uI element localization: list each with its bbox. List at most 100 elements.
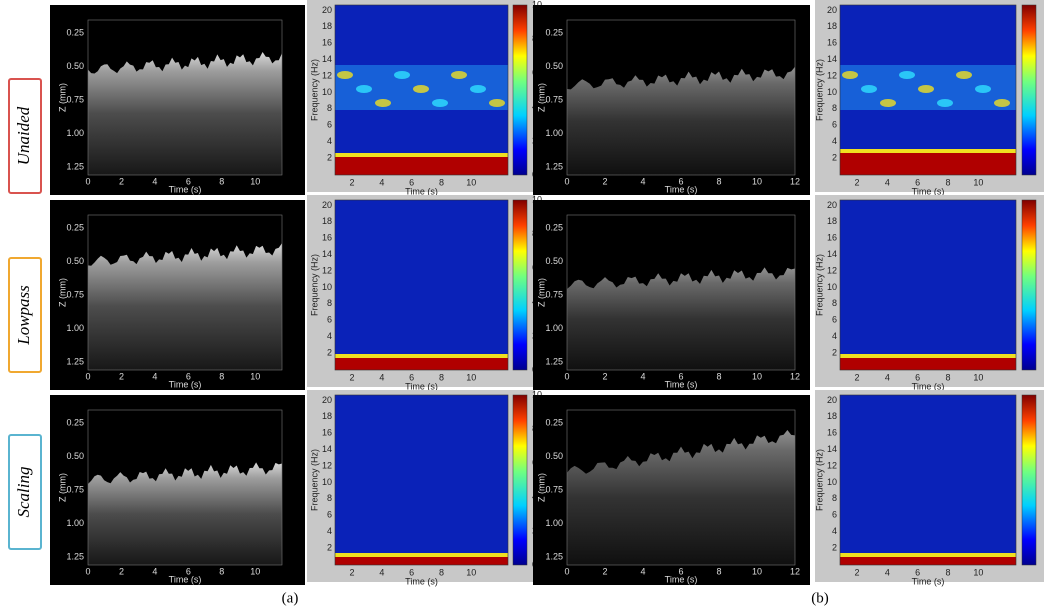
colorbar xyxy=(512,4,528,176)
oct-x-tick: 4 xyxy=(152,566,157,576)
row-label-box xyxy=(8,257,42,373)
oct-x-tick: 8 xyxy=(716,371,721,381)
oct-x-label: Time (s) xyxy=(665,184,698,194)
spectrogram-y-tick: 20 xyxy=(322,5,332,15)
oct-y-label: Z (mm) xyxy=(57,83,67,112)
oct-x-tick: 2 xyxy=(602,566,607,576)
colorbar xyxy=(1021,394,1037,566)
oct-x-label: Time (s) xyxy=(169,379,202,389)
row-label: Unaided xyxy=(14,106,33,165)
oct-y-tick: 1.00 xyxy=(545,128,563,138)
oct-image xyxy=(567,430,795,565)
colorbar xyxy=(1021,4,1037,176)
spectrogram-x-tick: 4 xyxy=(379,567,384,577)
spectrogram-y-tick: 14 xyxy=(827,444,837,454)
spectrogram-low-band xyxy=(840,153,1016,175)
oct-x-tick: 10 xyxy=(250,566,260,576)
oct-x-tick: 4 xyxy=(640,176,645,186)
colorbar xyxy=(1021,199,1037,371)
oct-x-tick: 6 xyxy=(678,566,683,576)
spectrogram-y-tick: 10 xyxy=(322,282,332,292)
oct-y-label: Z (mm) xyxy=(536,473,546,502)
spectrogram-y-label: Frequency (Hz) xyxy=(814,254,824,316)
spectrogram-y-tick: 2 xyxy=(327,347,332,357)
oct-x-tick: 2 xyxy=(119,371,124,381)
oct-x-tick: 10 xyxy=(250,176,260,186)
spectrogram-y-tick: 6 xyxy=(327,510,332,520)
spectrogram-x-tick: 4 xyxy=(885,177,890,187)
spectrogram-y-tick: 8 xyxy=(832,493,837,503)
row-label: Scaling xyxy=(14,467,33,518)
spectrogram-y-tick: 18 xyxy=(827,411,837,421)
spectrogram-axes xyxy=(334,199,509,371)
spectrogram-blob xyxy=(470,85,486,93)
oct-axes xyxy=(87,409,283,566)
spectrogram-y-tick: 6 xyxy=(327,120,332,130)
spectrogram-blob xyxy=(861,85,877,93)
oct-y-tick: 0.50 xyxy=(545,451,563,461)
spectrogram-blob xyxy=(975,85,991,93)
spectrogram-image xyxy=(840,200,1016,370)
oct-y-tick: 0.75 xyxy=(66,484,84,494)
spectrogram-y-label: Frequency (Hz) xyxy=(309,449,319,511)
oct-y-tick: 1.00 xyxy=(66,128,84,138)
spectrogram-x-tick: 8 xyxy=(439,177,444,187)
spectrogram-low-band-edge xyxy=(335,354,508,358)
spectrogram-y-tick: 10 xyxy=(827,282,837,292)
spectrogram-low-band xyxy=(840,358,1016,370)
spectrogram-x-tick: 2 xyxy=(349,177,354,187)
oct-y-tick: 0.75 xyxy=(545,94,563,104)
oct-y-tick: 0.50 xyxy=(66,256,84,266)
oct-x-tick: 8 xyxy=(219,371,224,381)
oct-x-tick: 4 xyxy=(152,176,157,186)
spectrogram-y-tick: 2 xyxy=(832,347,837,357)
oct-y-tick: 0.25 xyxy=(545,417,563,427)
spectrogram-x-label: Time (s) xyxy=(912,186,945,196)
spectrogram-y-tick: 12 xyxy=(827,460,837,470)
spectrogram-low-band-edge xyxy=(840,354,1016,358)
spectrogram-y-label: Frequency (Hz) xyxy=(814,59,824,121)
spectrogram-axes xyxy=(839,4,1017,176)
spectrogram-y-label: Frequency (Hz) xyxy=(814,449,824,511)
oct-y-tick: 1.00 xyxy=(545,323,563,333)
spectrogram-y-tick: 16 xyxy=(827,428,837,438)
row-label: Lowpass xyxy=(14,285,33,346)
spectrogram-blob xyxy=(356,85,372,93)
spectrogram-y-tick: 8 xyxy=(327,493,332,503)
oct-axes xyxy=(87,214,283,371)
oct-y-tick: 0.50 xyxy=(66,61,84,71)
spectrogram-y-tick: 6 xyxy=(327,315,332,325)
spectrogram-y-tick: 4 xyxy=(327,526,332,536)
spectrogram-x-tick: 10 xyxy=(973,372,983,382)
spectrogram-blob xyxy=(394,71,410,79)
spectrogram-y-tick: 14 xyxy=(322,444,332,454)
oct-x-tick: 0 xyxy=(564,566,569,576)
spectrogram-x-tick: 6 xyxy=(409,372,414,382)
spectrogram-blob xyxy=(451,71,467,79)
spectrogram-y-tick: 12 xyxy=(322,265,332,275)
oct-y-tick: 0.75 xyxy=(66,94,84,104)
spectrogram-y-tick: 8 xyxy=(832,103,837,113)
oct-axes xyxy=(566,214,796,371)
oct-x-tick: 10 xyxy=(250,371,260,381)
spectrogram-blob xyxy=(432,99,448,107)
spectrogram-y-tick: 18 xyxy=(827,216,837,226)
oct-x-tick: 0 xyxy=(564,371,569,381)
spectrogram-x-label: Time (s) xyxy=(405,186,438,196)
oct-x-tick: 4 xyxy=(640,566,645,576)
oct-x-tick: 0 xyxy=(85,371,90,381)
oct-x-tick: 2 xyxy=(602,371,607,381)
spectrogram-low-band xyxy=(335,358,508,370)
spectrogram-image xyxy=(840,395,1016,565)
spectrogram-y-tick: 18 xyxy=(322,411,332,421)
spectrogram-y-tick: 8 xyxy=(327,103,332,113)
spectrogram-x-tick: 6 xyxy=(409,177,414,187)
oct-x-tick: 10 xyxy=(752,566,762,576)
spectrogram-x-tick: 10 xyxy=(466,567,476,577)
spectrogram-x-tick: 2 xyxy=(349,372,354,382)
oct-image xyxy=(88,243,282,370)
oct-x-label: Time (s) xyxy=(665,574,698,584)
spectrogram-y-tick: 16 xyxy=(322,38,332,48)
spectrogram-y-tick: 10 xyxy=(322,87,332,97)
